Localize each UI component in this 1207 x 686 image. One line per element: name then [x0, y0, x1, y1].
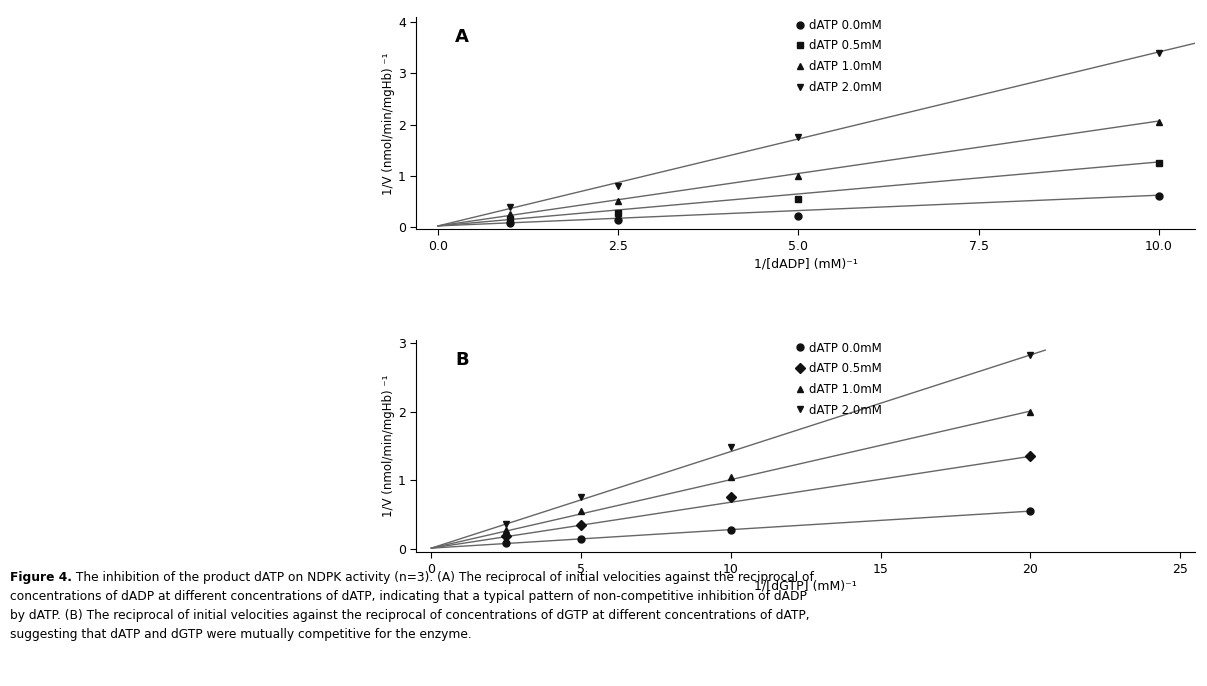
Text: B: B	[455, 351, 470, 368]
Legend: dATP 0.0mM, dATP 0.5mM, dATP 1.0mM, dATP 2.0mM: dATP 0.0mM, dATP 0.5mM, dATP 1.0mM, dATP…	[795, 19, 882, 94]
Text: A: A	[455, 27, 470, 46]
Y-axis label: 1/V (nmol/min/mgHb) ⁻¹: 1/V (nmol/min/mgHb) ⁻¹	[383, 375, 395, 517]
X-axis label: 1/[dADP] (mM)⁻¹: 1/[dADP] (mM)⁻¹	[753, 257, 858, 270]
Text: The inhibition of the product dATP on NDPK activity (n=3). (A) The reciprocal of: The inhibition of the product dATP on ND…	[72, 571, 815, 584]
Y-axis label: 1/V (nmol/min/mgHb) ⁻¹: 1/V (nmol/min/mgHb) ⁻¹	[383, 52, 395, 195]
Text: Figure 4.: Figure 4.	[10, 571, 71, 584]
Text: suggesting that dATP and dGTP were mutually competitive for the enzyme.: suggesting that dATP and dGTP were mutua…	[10, 628, 472, 641]
Text: by dATP. (B) The reciprocal of initial velocities against the reciprocal of conc: by dATP. (B) The reciprocal of initial v…	[10, 609, 809, 622]
X-axis label: 1/[dGTP] (mM)⁻¹: 1/[dGTP] (mM)⁻¹	[754, 580, 857, 593]
Legend: dATP 0.0mM, dATP 0.5mM, dATP 1.0mM, dATP 2.0mM: dATP 0.0mM, dATP 0.5mM, dATP 1.0mM, dATP…	[795, 342, 882, 416]
Text: concentrations of dADP at different concentrations of dATP, indicating that a ty: concentrations of dADP at different conc…	[10, 590, 806, 603]
